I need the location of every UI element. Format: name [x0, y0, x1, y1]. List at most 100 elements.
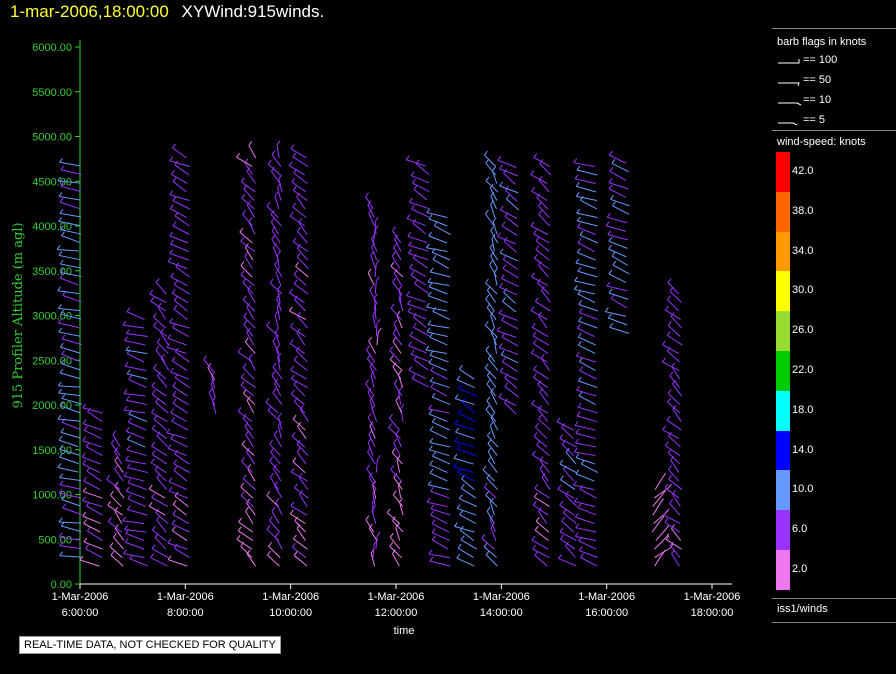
wind-barb-flag	[266, 491, 271, 496]
wind-barb-flag	[660, 515, 665, 521]
wind-barb-flag	[369, 285, 374, 291]
wind-barb	[170, 239, 189, 252]
wind-barb	[148, 501, 166, 516]
wind-barb-staff	[406, 159, 426, 167]
wind-barb-flag	[576, 385, 580, 391]
wind-barb-staff	[369, 425, 376, 439]
wind-barb	[410, 204, 429, 218]
wind-barb-flag	[578, 300, 583, 305]
wind-barb	[431, 519, 450, 533]
wind-barb-flag	[431, 519, 436, 524]
wind-barb-flag	[269, 439, 273, 445]
wind-barb-staff	[60, 263, 82, 269]
wind-barb	[486, 396, 496, 414]
wind-barb-flag	[485, 209, 489, 215]
wind-barb-flag	[367, 268, 372, 274]
wind-barb-flag	[151, 493, 156, 498]
wind-barb-staff	[276, 144, 280, 159]
wind-barb-flag	[246, 167, 251, 172]
wind-barb	[429, 438, 451, 448]
wind-barb-staff	[667, 299, 680, 312]
wind-barb-flag	[453, 453, 458, 459]
wind-barb-staff	[148, 505, 166, 516]
wind-barb	[246, 396, 255, 414]
wind-barb-staff	[398, 501, 404, 516]
wind-barb-flag	[428, 445, 433, 451]
wind-barb-staff	[664, 521, 681, 533]
wind-barb-flag	[575, 182, 580, 187]
wind-barb	[460, 535, 478, 550]
wind-barb-flag	[125, 455, 129, 461]
wind-barb	[609, 323, 630, 334]
wind-barb	[538, 405, 549, 422]
wind-barb-flag	[489, 421, 494, 426]
wind-barb-staff	[457, 507, 477, 516]
wind-barb-flag	[577, 503, 582, 509]
wind-barb	[426, 302, 448, 312]
wind-barb-staff	[490, 527, 497, 541]
wind-barb-staff	[172, 504, 187, 516]
wind-barb	[429, 556, 451, 567]
wind-barb-flag	[669, 543, 674, 549]
wind-barb	[654, 543, 674, 559]
wind-barb-flag	[428, 282, 433, 288]
wind-barb	[485, 209, 495, 227]
wind-barb	[536, 440, 550, 456]
wind-barb-flag	[499, 164, 503, 170]
wind-barb	[83, 476, 101, 491]
wind-barb	[612, 201, 630, 215]
wind-barb-staff	[573, 484, 595, 491]
wind-barb-staff	[155, 401, 169, 414]
wind-barb-staff	[612, 264, 630, 275]
wind-barb	[531, 186, 548, 201]
wind-barb-staff	[557, 488, 575, 499]
wind-barb-flag	[240, 482, 245, 488]
wind-barb	[60, 225, 82, 235]
wind-barb	[248, 353, 256, 371]
wind-barb	[393, 438, 401, 456]
wind-barb-flag	[608, 184, 613, 190]
wind-barb-staff	[393, 383, 403, 397]
wind-barb-flag	[499, 282, 503, 288]
wind-barb-flag	[485, 278, 489, 284]
wind-barb	[246, 167, 256, 184]
wind-barb-staff	[112, 434, 121, 448]
wind-barb	[578, 546, 599, 559]
wind-barb	[558, 554, 577, 567]
wind-barb-staff	[274, 485, 283, 499]
wind-barb-staff	[85, 446, 103, 457]
wind-barb-flag	[459, 364, 463, 370]
wind-barb-flag	[85, 442, 90, 447]
wind-barb-staff	[486, 477, 498, 490]
wind-barb-staff	[499, 286, 518, 296]
wind-barb	[490, 387, 498, 405]
wind-barb-staff	[174, 377, 190, 388]
barb-legend-item: == 10	[777, 94, 831, 106]
wind-barb-flag	[454, 419, 459, 425]
wind-barb-flag	[113, 533, 117, 538]
wind-barb	[275, 268, 282, 286]
wind-barb-flag	[428, 409, 433, 415]
wind-barb-flag	[577, 266, 582, 272]
wind-barb-flag	[240, 261, 245, 266]
wind-barb	[530, 306, 548, 320]
wind-barb-staff	[490, 332, 498, 346]
wind-barb-flag	[532, 544, 537, 550]
wind-barb-staff	[539, 460, 550, 473]
wind-barb-staff	[411, 175, 430, 184]
wind-barb-staff	[397, 484, 402, 499]
wind-barb-staff	[127, 467, 148, 474]
wind-barb-staff	[605, 311, 626, 317]
wind-barb-flag	[294, 516, 299, 521]
wind-barb	[366, 354, 377, 371]
wind-barb	[238, 517, 254, 533]
speed-color-label: 14.0	[792, 443, 814, 456]
wind-barb	[486, 473, 498, 490]
wind-barb-flag	[668, 474, 672, 480]
wind-barb-flag	[239, 227, 244, 233]
wind-barb	[408, 197, 429, 210]
wind-barb	[114, 464, 124, 482]
wind-barb-flag	[455, 427, 459, 433]
wind-barb-staff	[578, 380, 598, 389]
wind-barb-staff	[487, 358, 499, 371]
